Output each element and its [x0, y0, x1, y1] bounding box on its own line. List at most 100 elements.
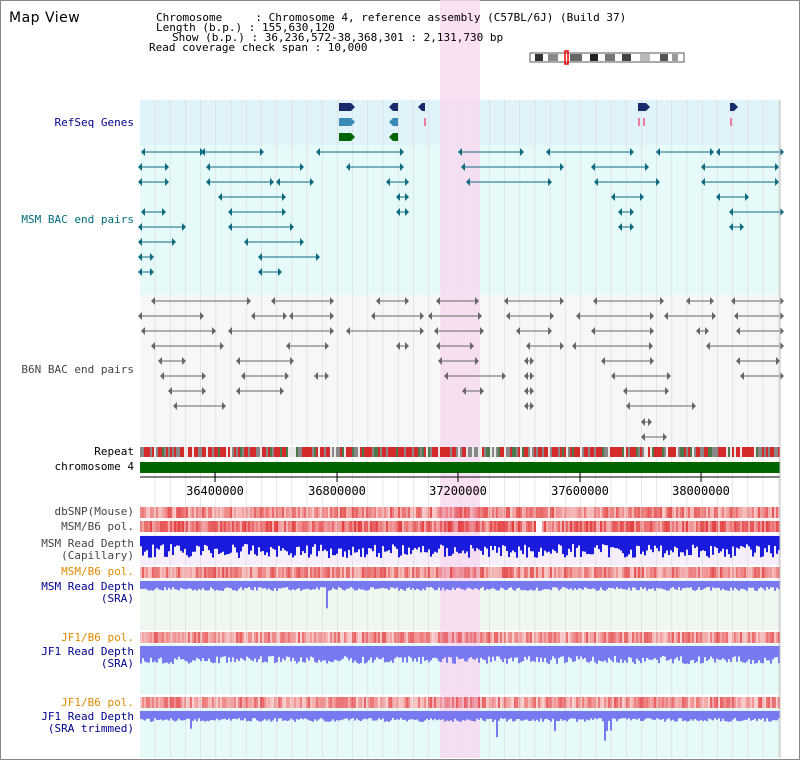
msm-bac-pair-end — [458, 148, 462, 156]
dbsnp-strip — [472, 507, 474, 518]
jf1-depth-trimmed-bar — [146, 711, 148, 719]
pol-strip — [656, 632, 658, 643]
pol-strip — [356, 521, 358, 532]
msm-depth-sra-bar — [220, 581, 222, 591]
pol-strip — [630, 567, 632, 578]
msm-depth-sra-bar — [612, 581, 614, 589]
jf1-depth-trimmed-bar — [370, 711, 372, 719]
msm-depth-capillary-bar — [666, 536, 668, 551]
jf1-depth-sra-bar — [170, 646, 172, 663]
msm-depth-sra-bar — [336, 581, 338, 590]
msm-depth-sra-bar — [722, 581, 724, 589]
pol-strip — [552, 521, 554, 532]
msm-depth-capillary-bar — [550, 536, 552, 554]
pol-strip — [304, 632, 306, 643]
jf1-depth-sra-bar — [458, 646, 460, 660]
dbsnp-strip — [478, 507, 480, 518]
msm-bac-pair-end — [656, 178, 660, 186]
pol-strip — [372, 697, 374, 708]
pol-strip — [508, 697, 510, 708]
pol-strip — [566, 567, 568, 578]
pol-strip — [372, 521, 374, 532]
pol-strip — [212, 567, 214, 578]
pol-strip — [246, 697, 248, 708]
pol-strip — [558, 567, 560, 578]
jf1-depth-trimmed-bar — [650, 711, 652, 719]
jf1-depth-sra-bar — [290, 646, 292, 662]
msm-depth-sra-bar — [358, 581, 360, 589]
repeat-band — [264, 447, 266, 457]
b6n-bac-pair-end — [776, 357, 780, 365]
dbsnp-strip — [476, 507, 478, 518]
jf1-depth-sra-bar — [618, 646, 620, 663]
jf1-depth-sra-bar — [328, 646, 330, 662]
jf1-depth-sra-bar — [732, 646, 734, 658]
jf1-depth-sra-bar — [352, 646, 354, 663]
pol-strip — [550, 567, 552, 578]
dbsnp-strip — [266, 507, 268, 518]
pol-strip — [776, 697, 778, 708]
dbsnp-strip — [456, 507, 458, 518]
dbsnp-strip — [368, 507, 370, 518]
msm-depth-sra-bar — [576, 581, 578, 590]
jf1-depth-sra-bar — [366, 646, 368, 663]
b6n-bac-pair-end — [530, 357, 534, 365]
b6n-bac-pair-end — [168, 387, 172, 395]
pol-strip — [242, 697, 244, 708]
msm-depth-sra-bar — [468, 581, 470, 588]
pol-strip — [244, 632, 246, 643]
msm-depth-sra-bar — [726, 581, 728, 591]
dbsnp-strip — [230, 507, 232, 518]
jf1-depth-trimmed-bar — [442, 711, 444, 720]
repeat-band — [162, 447, 164, 457]
dbsnp-strip — [550, 507, 552, 518]
jf1-depth-trimmed-bar — [714, 711, 716, 719]
msm-depth-sra-bar — [274, 581, 276, 588]
jf1-depth-trimmed-bar — [496, 711, 498, 738]
msm-bac-pair-end — [138, 268, 142, 276]
pol-strip — [598, 632, 600, 643]
msm-bac-pair-end — [138, 163, 142, 171]
msm-depth-capillary-bar — [396, 536, 398, 549]
repeat-band — [426, 447, 428, 457]
pol-strip — [232, 697, 234, 708]
pol-strip — [522, 567, 524, 578]
jf1-depth-sra-bar — [664, 646, 666, 657]
jf1-depth-trimmed-bar — [532, 711, 534, 720]
pol-strip — [198, 567, 200, 578]
pol-strip — [676, 632, 678, 643]
msm-depth-sra-bar — [640, 581, 642, 588]
msm-depth-capillary-bar — [302, 536, 304, 552]
pol-strip — [416, 567, 418, 578]
pol-strip — [736, 521, 738, 532]
pol-strip — [386, 697, 388, 708]
repeat-band — [142, 447, 144, 457]
msm-depth-sra-bar — [556, 581, 558, 588]
pol-strip — [628, 697, 630, 708]
pol-strip — [414, 632, 416, 643]
pol-strip — [614, 697, 616, 708]
msm-depth-sra-bar — [516, 581, 518, 589]
pol-strip — [248, 697, 250, 708]
jf1-depth-sra-bar — [450, 646, 452, 658]
pol-strip — [638, 567, 640, 578]
jf1-depth-trimmed-bar — [236, 711, 238, 720]
track-label-msm-bac[interactable]: MSM BAC end pairs — [21, 213, 134, 226]
jf1-depth-trimmed-bar — [440, 711, 442, 720]
pol-strip — [488, 632, 490, 643]
msm-depth-sra-bar — [636, 581, 638, 590]
track-label-refseq[interactable]: RefSeq Genes — [54, 116, 134, 129]
msm-depth-capillary-bar — [208, 536, 210, 551]
pol-strip — [622, 521, 624, 532]
jf1-depth-trimmed-bar — [648, 711, 650, 719]
msm-depth-capillary-bar — [644, 536, 646, 556]
ideogram-position-marker — [564, 50, 569, 65]
dbsnp-strip — [382, 507, 384, 518]
msm-depth-capillary-bar — [158, 536, 160, 550]
pol-strip — [650, 567, 652, 578]
track-label-b6n-bac[interactable]: B6N BAC end pairs — [21, 363, 134, 376]
jf1-depth-trimmed-bar — [388, 711, 390, 722]
msm-depth-capillary-bar — [260, 536, 262, 552]
b6n-bac-pair-end — [289, 312, 293, 320]
